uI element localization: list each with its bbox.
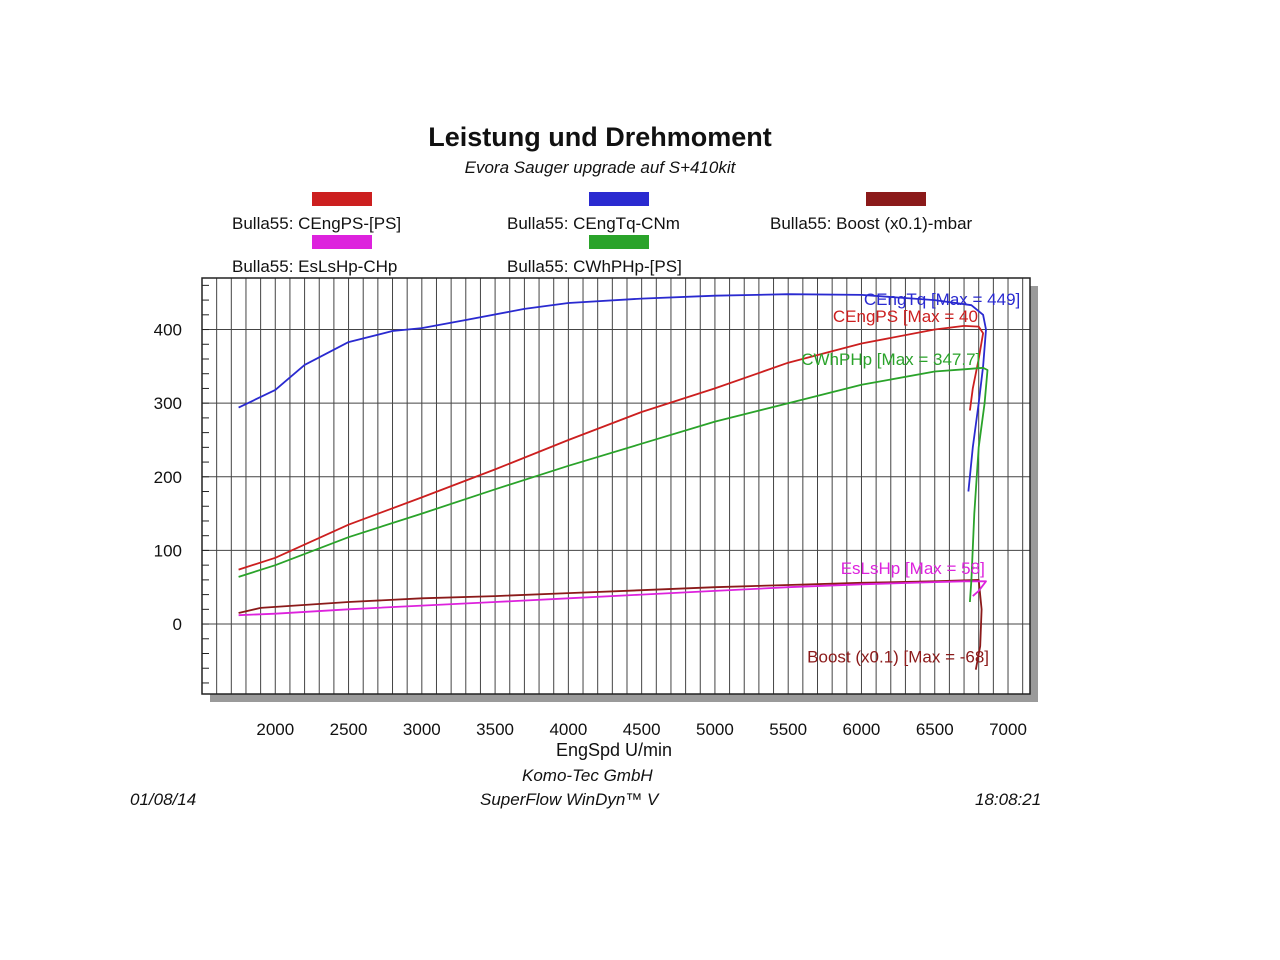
x-tick-label: 7000	[989, 720, 1027, 739]
legend-item-boost: Bulla55: Boost (x0.1)-mbar	[770, 192, 973, 234]
series-line-0	[238, 325, 984, 571]
footer-software: SuperFlow WinDyn™ V	[480, 790, 659, 809]
plot-frame	[201, 277, 1031, 695]
legend-swatch	[589, 192, 649, 206]
series-annotation: CWhPHp [Max = 347.7]	[801, 350, 980, 369]
legend-swatch	[866, 192, 926, 206]
x-tick-label: 2500	[330, 720, 368, 739]
x-tick-label: 6500	[916, 720, 954, 739]
y-tick-label: 100	[154, 541, 182, 560]
x-tick-label: 2000	[256, 720, 294, 739]
footer-company: Komo-Tec GmbH	[522, 766, 653, 785]
legend-item-cwhphp: Bulla55: CWhPHp-[PS]	[507, 235, 682, 277]
y-tick-label: 0	[173, 615, 182, 634]
series-annotation: CEngPS [Max = 40	[833, 307, 978, 326]
y-tick-label: 400	[154, 321, 182, 340]
x-axis-title: EngSpd U/min	[555, 740, 673, 760]
x-tick-label: 5500	[769, 720, 807, 739]
legend-label: Bulla55: CEngPS-[PS]	[232, 214, 402, 233]
legend-label: Bulla55: CEngTq-CNm	[507, 214, 680, 233]
legend-item-cengps: Bulla55: CEngPS-[PS]	[232, 192, 402, 234]
x-tick-label: 5000	[696, 720, 734, 739]
series-line-2	[238, 579, 983, 670]
x-tick-label: 4500	[623, 720, 661, 739]
legend-swatch	[312, 192, 372, 206]
x-tick-label: 4000	[549, 720, 587, 739]
legend-label: Bulla55: EsLsHp-CHp	[232, 257, 398, 276]
chart-title: Leistung und Drehmoment	[428, 122, 772, 152]
footer-time: 18:08:21	[975, 790, 1042, 809]
legend-label: Bulla55: Boost (x0.1)-mbar	[770, 214, 973, 233]
legend-item-cengtq: Bulla55: CEngTq-CNm	[507, 192, 680, 234]
legend-item-eslshp: Bulla55: EsLsHp-CHp	[232, 235, 398, 277]
x-tick-label: 3500	[476, 720, 514, 739]
series-line-4	[238, 366, 989, 603]
chart-subtitle: Evora Sauger upgrade auf S+410kit	[464, 158, 736, 177]
legend-label: Bulla55: CWhPHp-[PS]	[507, 257, 682, 276]
x-tick-label: 3000	[403, 720, 441, 739]
series-annotation: Boost (x0.1) [Max = -68]	[807, 647, 989, 666]
series-annotation: EsLsHp [Max = 58]	[841, 559, 985, 578]
series-line-1	[238, 293, 987, 492]
legend-swatch	[312, 235, 372, 249]
y-tick-label: 300	[154, 394, 182, 413]
series-line-3	[238, 580, 987, 617]
series-annotation: CEngTq [Max = 449]	[864, 290, 1020, 309]
legend-swatch	[589, 235, 649, 249]
footer-date: 01/08/14	[130, 790, 197, 809]
y-tick-label: 200	[154, 468, 182, 487]
x-tick-label: 6000	[843, 720, 881, 739]
